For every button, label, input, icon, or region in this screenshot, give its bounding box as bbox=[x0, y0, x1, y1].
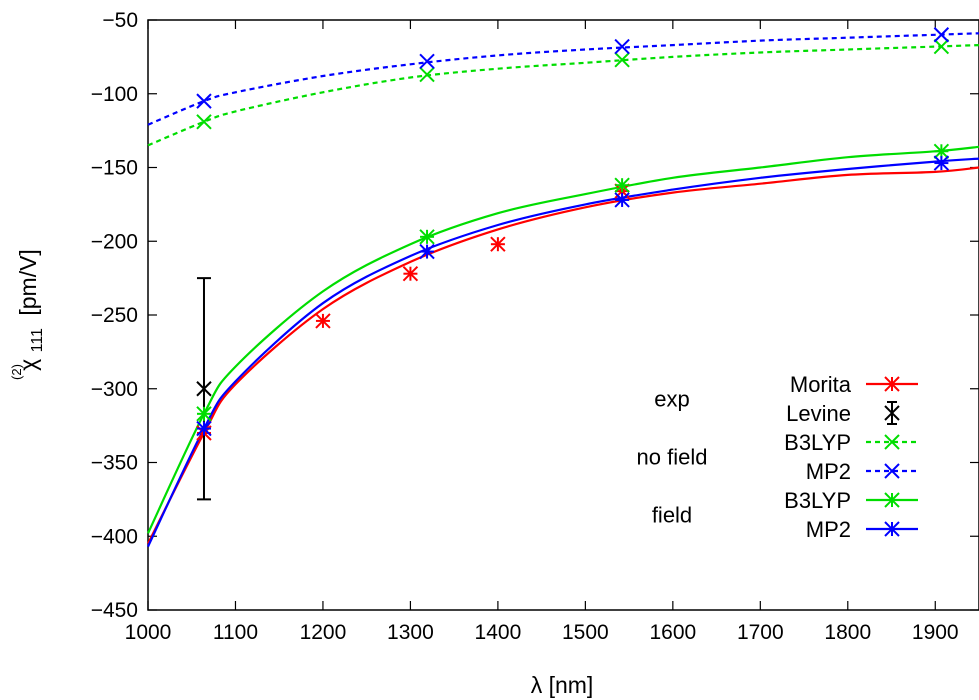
x-tick-label: 1400 bbox=[475, 621, 522, 644]
data-point bbox=[315, 313, 331, 329]
plot-area bbox=[147, 19, 979, 611]
series-line-field-mp2 bbox=[147, 157, 979, 548]
data-point bbox=[614, 52, 630, 68]
data-point bbox=[196, 406, 212, 422]
x-tick-label: 1300 bbox=[387, 621, 434, 644]
curves bbox=[147, 32, 979, 548]
y-tick-label: −50 bbox=[102, 9, 138, 32]
y-axis-superscript: (2) bbox=[9, 364, 24, 380]
legend-group-label: exp bbox=[654, 387, 689, 412]
data-point bbox=[490, 236, 506, 252]
data-point bbox=[884, 434, 900, 450]
data-point bbox=[884, 492, 900, 508]
y-tick-label: −400 bbox=[91, 525, 138, 548]
x-axis-label: λ [nm] bbox=[531, 672, 594, 698]
x-tick-label: 1000 bbox=[125, 621, 172, 644]
y-tick-label: −450 bbox=[91, 599, 138, 622]
x-tick-label: 1700 bbox=[737, 621, 784, 644]
x-tick-label: 1200 bbox=[300, 621, 347, 644]
data-point bbox=[614, 38, 630, 55]
x-tick-label: 1900 bbox=[912, 621, 959, 644]
legend-label: MP2 bbox=[806, 517, 851, 542]
data-point bbox=[196, 381, 212, 397]
legend-group-label: no field bbox=[637, 445, 708, 470]
data-point bbox=[884, 376, 900, 392]
legend-label: MP2 bbox=[806, 459, 851, 484]
data-point bbox=[614, 192, 630, 208]
y-axis-subscript: 111 bbox=[29, 328, 46, 352]
data-point bbox=[196, 93, 212, 109]
plot-frame bbox=[147, 19, 979, 611]
y-tick-label: −250 bbox=[91, 304, 138, 327]
data-point bbox=[419, 66, 435, 83]
data-point bbox=[933, 143, 950, 159]
series-line-exp-morita bbox=[147, 166, 979, 545]
data-point bbox=[933, 155, 950, 171]
y-axis-unit: [pm/V] bbox=[15, 249, 41, 315]
data-point bbox=[933, 27, 950, 43]
x-tick-label: 1800 bbox=[824, 621, 871, 644]
data-point bbox=[884, 405, 900, 421]
y-axis-symbol: χ bbox=[15, 359, 41, 371]
data-point bbox=[419, 53, 435, 70]
legend-label: Levine bbox=[786, 401, 851, 426]
legend-group-label: field bbox=[652, 503, 692, 528]
data-point bbox=[196, 114, 212, 130]
data-point bbox=[884, 463, 900, 479]
y-tick-label: −150 bbox=[91, 157, 138, 180]
legend-label: B3LYP bbox=[784, 488, 851, 513]
series-line-no-field-mp2 bbox=[147, 32, 979, 126]
svg-text:χ 111 [pm/V]: χ 111 [pm/V] bbox=[15, 249, 47, 371]
legend-label: B3LYP bbox=[784, 430, 851, 455]
y-tick-label: −100 bbox=[91, 83, 138, 106]
x-tick-label: 1500 bbox=[562, 621, 609, 644]
data-point bbox=[196, 420, 212, 437]
y-tick-label: −200 bbox=[91, 230, 138, 253]
data-point bbox=[419, 243, 435, 260]
markers bbox=[196, 27, 950, 501]
series-line-no-field-b3lyp bbox=[147, 44, 979, 147]
x-tick-label: 1100 bbox=[213, 621, 258, 644]
series-line-field-b3lyp bbox=[147, 145, 979, 534]
data-point bbox=[933, 38, 950, 55]
data-point bbox=[884, 521, 900, 537]
y-tick-label: −300 bbox=[91, 378, 138, 401]
legend-label: Morita bbox=[790, 372, 852, 397]
data-point bbox=[614, 177, 630, 193]
data-point bbox=[419, 229, 435, 245]
axes-text: λ [nm] χ 111 [pm/V] (2) 1000 1100 1200 1300… bbox=[9, 9, 959, 698]
y-axis-label: χ 111 [pm/V] (2) bbox=[9, 249, 47, 380]
data-point bbox=[402, 265, 419, 282]
legend: Morita Levine B3LYP MP2 B3LYP MP2 exp no field f… bbox=[637, 372, 918, 542]
x-tick-label: 1600 bbox=[649, 621, 696, 644]
y-tick-label: −350 bbox=[91, 452, 138, 475]
